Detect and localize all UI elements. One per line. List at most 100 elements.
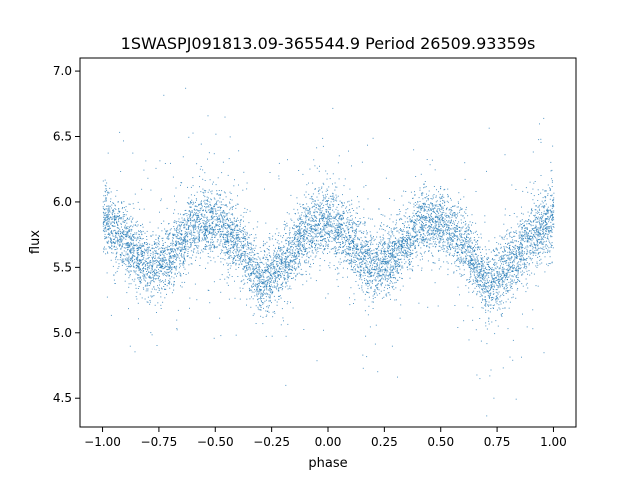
data-point xyxy=(178,218,180,220)
data-point xyxy=(262,283,264,285)
data-point xyxy=(257,286,259,288)
data-point xyxy=(290,288,292,290)
data-point xyxy=(288,262,289,264)
data-point xyxy=(355,251,357,253)
data-point xyxy=(190,250,192,252)
data-point xyxy=(229,136,231,138)
data-point xyxy=(291,261,293,263)
data-point xyxy=(312,219,314,221)
data-point xyxy=(125,253,127,255)
data-point xyxy=(173,260,174,262)
data-point xyxy=(283,261,285,263)
data-point xyxy=(459,259,461,261)
data-point xyxy=(319,239,321,241)
data-point xyxy=(184,238,186,240)
data-point xyxy=(293,221,295,223)
data-point xyxy=(393,248,395,250)
data-point xyxy=(512,264,514,266)
data-point xyxy=(500,314,502,316)
data-point xyxy=(150,272,152,273)
data-point xyxy=(140,259,142,261)
data-point xyxy=(163,259,165,261)
data-point xyxy=(512,262,513,264)
data-point xyxy=(406,254,408,256)
data-point xyxy=(439,220,441,222)
data-point xyxy=(258,290,260,292)
data-point xyxy=(333,239,335,241)
data-point xyxy=(266,269,268,270)
data-point xyxy=(192,254,194,256)
data-point xyxy=(366,249,368,251)
data-point xyxy=(374,268,376,270)
data-point xyxy=(431,252,433,254)
data-point xyxy=(536,249,538,251)
data-point xyxy=(208,189,210,191)
data-point xyxy=(520,252,522,254)
data-point xyxy=(271,268,273,270)
data-point xyxy=(394,243,396,245)
data-point xyxy=(351,241,353,243)
data-point xyxy=(155,251,157,253)
data-point xyxy=(508,307,510,309)
data-point xyxy=(319,269,321,271)
data-point xyxy=(309,273,311,275)
data-point xyxy=(317,240,319,242)
data-point xyxy=(263,240,264,242)
data-point xyxy=(539,209,541,211)
data-point xyxy=(525,240,527,242)
data-point xyxy=(440,228,442,230)
data-point xyxy=(193,202,195,204)
data-point xyxy=(206,211,208,213)
data-point xyxy=(160,265,161,267)
data-point xyxy=(142,238,144,239)
data-point xyxy=(503,286,505,288)
data-point xyxy=(279,271,281,273)
data-point xyxy=(493,273,495,275)
data-point xyxy=(331,224,333,226)
data-point xyxy=(152,276,154,278)
data-point xyxy=(287,277,289,279)
data-point xyxy=(526,245,528,247)
data-point xyxy=(107,152,109,154)
data-point xyxy=(271,273,273,275)
data-point xyxy=(481,285,482,287)
data-point xyxy=(211,211,213,213)
data-point xyxy=(464,243,466,245)
data-point xyxy=(328,265,330,267)
data-point xyxy=(183,252,185,254)
data-point xyxy=(495,282,497,284)
data-point xyxy=(471,283,473,285)
data-point xyxy=(253,266,255,268)
data-point xyxy=(297,244,299,246)
data-point xyxy=(309,168,311,170)
data-point xyxy=(350,265,352,267)
data-point xyxy=(490,273,492,275)
data-point xyxy=(107,192,109,194)
data-point xyxy=(166,266,168,268)
data-point xyxy=(178,246,180,248)
data-point xyxy=(120,236,122,237)
data-point xyxy=(394,265,396,267)
data-point xyxy=(175,236,177,238)
data-point xyxy=(535,244,537,245)
data-point xyxy=(535,237,537,239)
data-point xyxy=(386,257,388,259)
data-point xyxy=(484,221,486,223)
data-point xyxy=(190,237,192,239)
data-point xyxy=(240,255,242,257)
data-point xyxy=(368,274,370,275)
data-point xyxy=(373,257,375,259)
data-point xyxy=(163,286,165,287)
data-point xyxy=(511,270,513,272)
data-point xyxy=(306,184,308,186)
data-point xyxy=(277,254,279,256)
data-point xyxy=(439,223,441,225)
data-point xyxy=(200,208,202,210)
data-point xyxy=(401,267,403,269)
data-point xyxy=(270,266,272,268)
data-point xyxy=(158,273,160,275)
data-point xyxy=(473,256,475,258)
data-point xyxy=(108,218,110,220)
data-point xyxy=(123,260,125,262)
data-point xyxy=(218,229,220,231)
